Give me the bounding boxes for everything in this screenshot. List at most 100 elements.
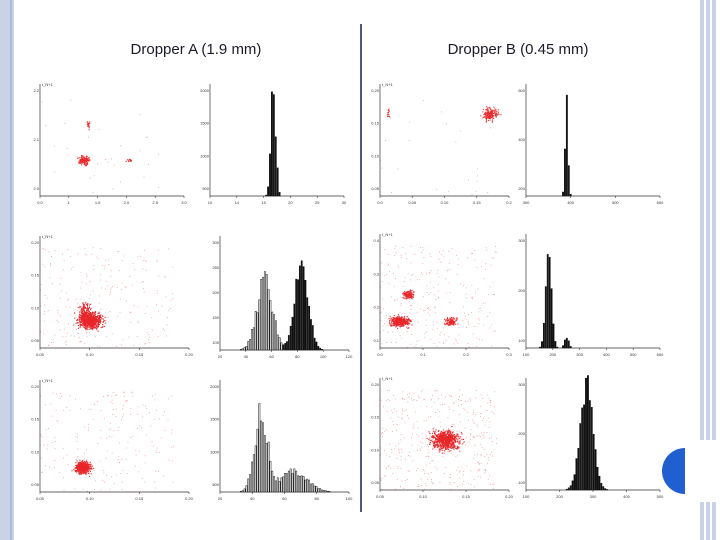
- scatter-point: [395, 325, 397, 327]
- scatter-point: [453, 435, 455, 437]
- scatter-point: [83, 314, 85, 316]
- scatter-point: [47, 310, 49, 312]
- scatter-point: [422, 389, 424, 391]
- scatter-point: [80, 462, 82, 464]
- scatter-point: [401, 297, 403, 298]
- scatter-point: [430, 256, 432, 258]
- scatter-point: [432, 482, 434, 484]
- scatter-point: [76, 309, 78, 311]
- scatter-point: [480, 462, 482, 464]
- scatter-point: [463, 408, 465, 410]
- scatter-point: [148, 412, 150, 414]
- scatter-point: [413, 291, 415, 293]
- scatter-point: [422, 442, 424, 444]
- scatter-point: [78, 466, 80, 468]
- scatter-point: [481, 446, 483, 448]
- scatter-point: [75, 464, 77, 467]
- scatter-point: [84, 471, 86, 473]
- y-tick-label: 1000: [200, 153, 210, 158]
- scatter-point: [388, 115, 390, 117]
- histogram-bar: [562, 191, 564, 197]
- x-tick-label: 0.15: [462, 494, 471, 499]
- histogram-bar: [587, 375, 589, 491]
- scatter-point: [99, 317, 101, 319]
- scatter-point: [83, 471, 85, 473]
- scatter-point: [439, 411, 441, 412]
- y-tick-label: 0.05: [371, 186, 380, 191]
- scatter-point: [448, 441, 450, 443]
- scatter-point: [406, 258, 408, 260]
- scatter-point: [475, 414, 477, 416]
- scatter-point: [459, 489, 461, 491]
- scatter-point: [473, 458, 475, 460]
- scatter-point: [417, 421, 418, 423]
- scatter-point: [490, 127, 492, 129]
- scatter-point: [441, 431, 443, 433]
- scatter-point: [81, 156, 83, 158]
- scatter-point: [426, 331, 427, 333]
- scatter-point: [428, 431, 430, 433]
- scatter-point: [455, 438, 457, 440]
- scatter-point: [54, 440, 56, 442]
- scatter-point: [395, 445, 397, 447]
- scatter-point: [110, 428, 111, 430]
- scatter-point: [405, 292, 407, 294]
- scatter-point: [76, 465, 78, 467]
- scatter-point: [381, 433, 383, 434]
- scatter-point: [86, 275, 88, 277]
- scatter-point: [478, 319, 480, 321]
- scatter-point: [437, 445, 439, 447]
- scatter-point: [80, 465, 82, 467]
- scatter-point: [91, 321, 93, 323]
- scatter-point: [120, 473, 122, 475]
- scatter-point: [392, 331, 393, 333]
- scatter-point: [450, 447, 452, 449]
- scatter-point: [53, 342, 55, 343]
- scatter-point: [488, 116, 490, 118]
- scatter-point: [68, 323, 69, 324]
- scatter-point: [82, 488, 84, 490]
- scatter-point: [55, 410, 57, 412]
- scatter-point: [78, 473, 80, 475]
- scatter-point: [429, 281, 431, 283]
- scatter-point: [82, 322, 84, 324]
- y-tick-label: 2000: [200, 88, 210, 93]
- scatter-point: [472, 298, 473, 300]
- scatter-point: [382, 298, 383, 300]
- histogram-bar: [295, 470, 298, 493]
- histogram-bar: [243, 488, 246, 493]
- scatter-point: [450, 321, 452, 323]
- scatter-point: [79, 318, 81, 320]
- scatter-point: [382, 427, 384, 429]
- scatter-point: [83, 323, 85, 326]
- scatter-point: [68, 298, 70, 300]
- scatter-point: [459, 437, 461, 440]
- scatter-point: [90, 464, 92, 466]
- scatter-point: [393, 321, 395, 323]
- scatter-point: [81, 159, 83, 162]
- scatter-point: [92, 312, 94, 314]
- y-tick-label: 0.20: [371, 88, 380, 93]
- scatter-point: [403, 293, 406, 295]
- scatter-point: [105, 259, 107, 261]
- scatter-point: [52, 338, 54, 340]
- scatter-point: [116, 474, 117, 476]
- scatter-point: [80, 308, 83, 311]
- scatter-point: [489, 114, 491, 116]
- scatter-point: [438, 435, 440, 437]
- scatter-point: [466, 327, 467, 328]
- scatter-point: [437, 446, 439, 448]
- scatter-point: [76, 465, 78, 467]
- histogram-bar: [298, 476, 301, 493]
- scatter-point: [89, 321, 91, 324]
- scatter-point: [81, 164, 83, 166]
- scatter-point: [389, 467, 391, 469]
- scatter-point: [84, 318, 86, 320]
- scatter-point: [397, 318, 399, 320]
- scatter-point: [81, 467, 83, 469]
- scatter-point: [485, 109, 487, 111]
- scatter-point: [386, 468, 388, 470]
- scatter-point: [81, 309, 83, 311]
- scatter-point: [474, 486, 475, 488]
